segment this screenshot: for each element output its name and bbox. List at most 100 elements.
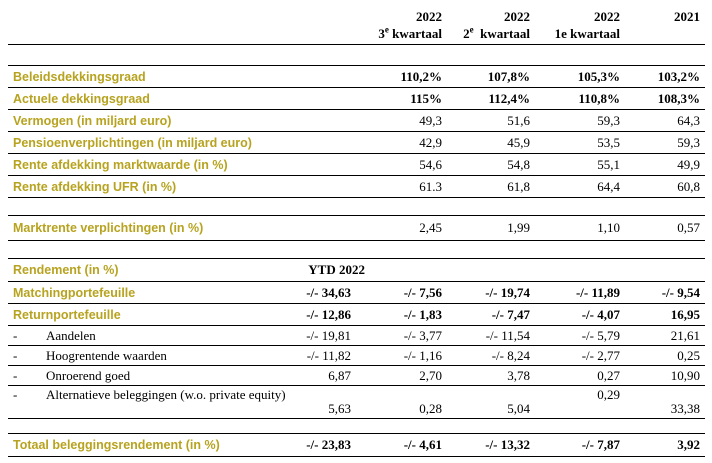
cell-value: -/- 7,47 xyxy=(491,306,530,322)
header-2021: 2021 xyxy=(674,8,700,25)
cell-value: 3,78 xyxy=(507,367,530,383)
cell-value: -/- 1,83 xyxy=(403,306,442,322)
cell-value: 42,9 xyxy=(419,134,442,150)
table-row: - Onroerend goed 6,87 2,70 3,78 0,27 10,… xyxy=(8,366,705,386)
cell-value: -/- 19,81 xyxy=(306,327,351,343)
cell-value: -/- 11,82 xyxy=(306,347,351,363)
cell-value: -/- 2,77 xyxy=(581,347,620,363)
ytd-header: YTD 2022 xyxy=(308,262,365,277)
bullet-dash: - xyxy=(13,347,18,363)
table-row: Rendement (in %) YTD 2022 xyxy=(8,259,705,282)
cell-value: -/- 13,32 xyxy=(485,437,530,452)
row-label: Rendement (in %) xyxy=(13,263,119,277)
row-label: Actuele dekkingsgraad xyxy=(13,91,150,106)
cell-value: 112,4% xyxy=(488,90,530,106)
cell-value: 0,27 xyxy=(597,367,620,383)
cell-value: -/- 11,89 xyxy=(575,284,620,300)
table-row: Beleidsdekkingsgraad 110,2% 107,8% 105,3… xyxy=(8,66,705,88)
cell-value: -/- 9,54 xyxy=(661,284,700,300)
table-row: - Aandelen -/- 19,81 -/- 3,77 -/- 11,54 … xyxy=(8,326,705,346)
cell-value: 61.3 xyxy=(419,178,442,194)
row-label: Marktrente verplichtingen (in %) xyxy=(13,221,204,235)
cell-value: 16,95 xyxy=(670,306,700,322)
cell-value: -/- 4,07 xyxy=(581,306,620,322)
header-q2-2022: 2022 2e kwartaal xyxy=(463,8,530,42)
header-year: 2021 xyxy=(674,9,700,24)
cell-value: 0,57 xyxy=(677,220,700,235)
cell-value: 21,61 xyxy=(670,327,700,343)
cell-value: 107,8% xyxy=(487,68,530,84)
cell-value: 1,99 xyxy=(507,220,530,235)
cell-value: 2,70 xyxy=(419,367,442,383)
row-label: Totaal beleggingsrendement (in %) xyxy=(13,438,220,452)
cell-value: -/- 12,86 xyxy=(306,306,351,322)
row-label: Alternatieve beleggingen (w.o. private e… xyxy=(46,387,286,402)
cell-value: 53,5 xyxy=(597,134,620,150)
table-row: - Hoogrentende waarden -/- 11,82 -/- 1,1… xyxy=(8,346,705,366)
table-row: Totaal beleggingsrendement (in %) -/- 23… xyxy=(8,434,705,457)
cell-value: -/- 1,16 xyxy=(403,347,442,363)
table-row: - Alternatieve beleggingen (w.o. private… xyxy=(8,386,705,419)
header-quarter: 3e kwartaal xyxy=(378,24,442,41)
cell-value: -/- 19,74 xyxy=(485,284,530,300)
cell-value: 61,8 xyxy=(507,178,530,194)
row-label: Onroerend goed xyxy=(46,367,131,383)
row-label: Vermogen (in miljard euro) xyxy=(13,113,172,128)
cell-value: 54,6 xyxy=(419,156,442,172)
cell-value: 3,92 xyxy=(677,437,700,452)
bullet-dash: - xyxy=(13,367,18,383)
spacer-row xyxy=(8,241,705,259)
cell-value: -/- 3,77 xyxy=(403,327,442,343)
cell-value: 2,45 xyxy=(419,220,442,235)
row-label: Beleidsdekkingsgraad xyxy=(13,69,146,84)
cell-value: 60,8 xyxy=(677,178,700,194)
cell-value: 59,3 xyxy=(677,134,700,150)
cell-value: 0,29 xyxy=(597,387,620,402)
cell-value: 115% xyxy=(410,90,442,106)
row-label: Rente afdekking marktwaarde (in %) xyxy=(13,157,228,172)
header-year: 2022 xyxy=(416,9,442,24)
bullet-dash: - xyxy=(13,387,18,402)
cell-value: 49,9 xyxy=(677,156,700,172)
cell-value: 59,3 xyxy=(597,112,620,128)
table-header: 2022 3e kwartaal 2022 2e kwartaal 2022 1… xyxy=(8,0,705,45)
header-q3-2022: 2022 3e kwartaal xyxy=(378,8,442,42)
row-label: Hoogrentende waarden xyxy=(46,347,167,363)
header-year: 2022 xyxy=(594,9,620,24)
cell-value: 0,25 xyxy=(677,347,700,363)
cell-value: 5,63 xyxy=(328,401,351,416)
cell-value: 5,04 xyxy=(507,401,530,416)
row-label: Rente afdekking UFR (in %) xyxy=(13,179,177,194)
cell-value: 54,8 xyxy=(507,156,530,172)
cell-value: -/- 7,87 xyxy=(581,437,620,452)
cell-value: -/- 11,54 xyxy=(485,327,530,343)
cell-value: 103,2% xyxy=(657,68,700,84)
cell-value: 110,8% xyxy=(578,90,620,106)
cell-value: -/- 5,79 xyxy=(581,327,620,343)
table-row: Rente afdekking UFR (in %) 61.3 61,8 64,… xyxy=(8,176,705,198)
cell-value: -/- 4,61 xyxy=(403,437,442,452)
header-q1-2022: 2022 1e kwartaal xyxy=(555,8,620,42)
cell-value: 105,3% xyxy=(577,68,620,84)
cell-value: 108,3% xyxy=(657,90,700,106)
header-quarter: 2e kwartaal xyxy=(463,24,530,41)
bullet-dash: - xyxy=(13,327,18,343)
cell-value: 64,3 xyxy=(677,112,700,128)
header-year: 2022 xyxy=(504,9,530,24)
cell-value: 49,3 xyxy=(419,112,442,128)
header-quarter: 1e kwartaal xyxy=(554,26,620,41)
cell-value: 110,2% xyxy=(400,68,442,84)
cell-value: 0,28 xyxy=(419,401,442,416)
cell-value: 64,4 xyxy=(597,178,620,194)
spacer-row xyxy=(8,198,705,216)
cell-value: 1,10 xyxy=(597,220,620,235)
table-row: Rente afdekking marktwaarde (in %) 54,6 … xyxy=(8,154,705,176)
cell-value: 6,87 xyxy=(328,367,351,383)
table-row: Marktrente verplichtingen (in %) 2,45 1,… xyxy=(8,216,705,241)
spacer-row xyxy=(8,419,705,434)
table-row: Actuele dekkingsgraad 115% 112,4% 110,8%… xyxy=(8,88,705,110)
table-row: Returnportefeuille -/- 12,86 -/- 1,83 -/… xyxy=(8,304,705,326)
spacer-row xyxy=(8,45,705,66)
row-label: Returnportefeuille xyxy=(13,307,121,322)
table-row: Pensioenverplichtingen (in miljard euro)… xyxy=(8,132,705,154)
